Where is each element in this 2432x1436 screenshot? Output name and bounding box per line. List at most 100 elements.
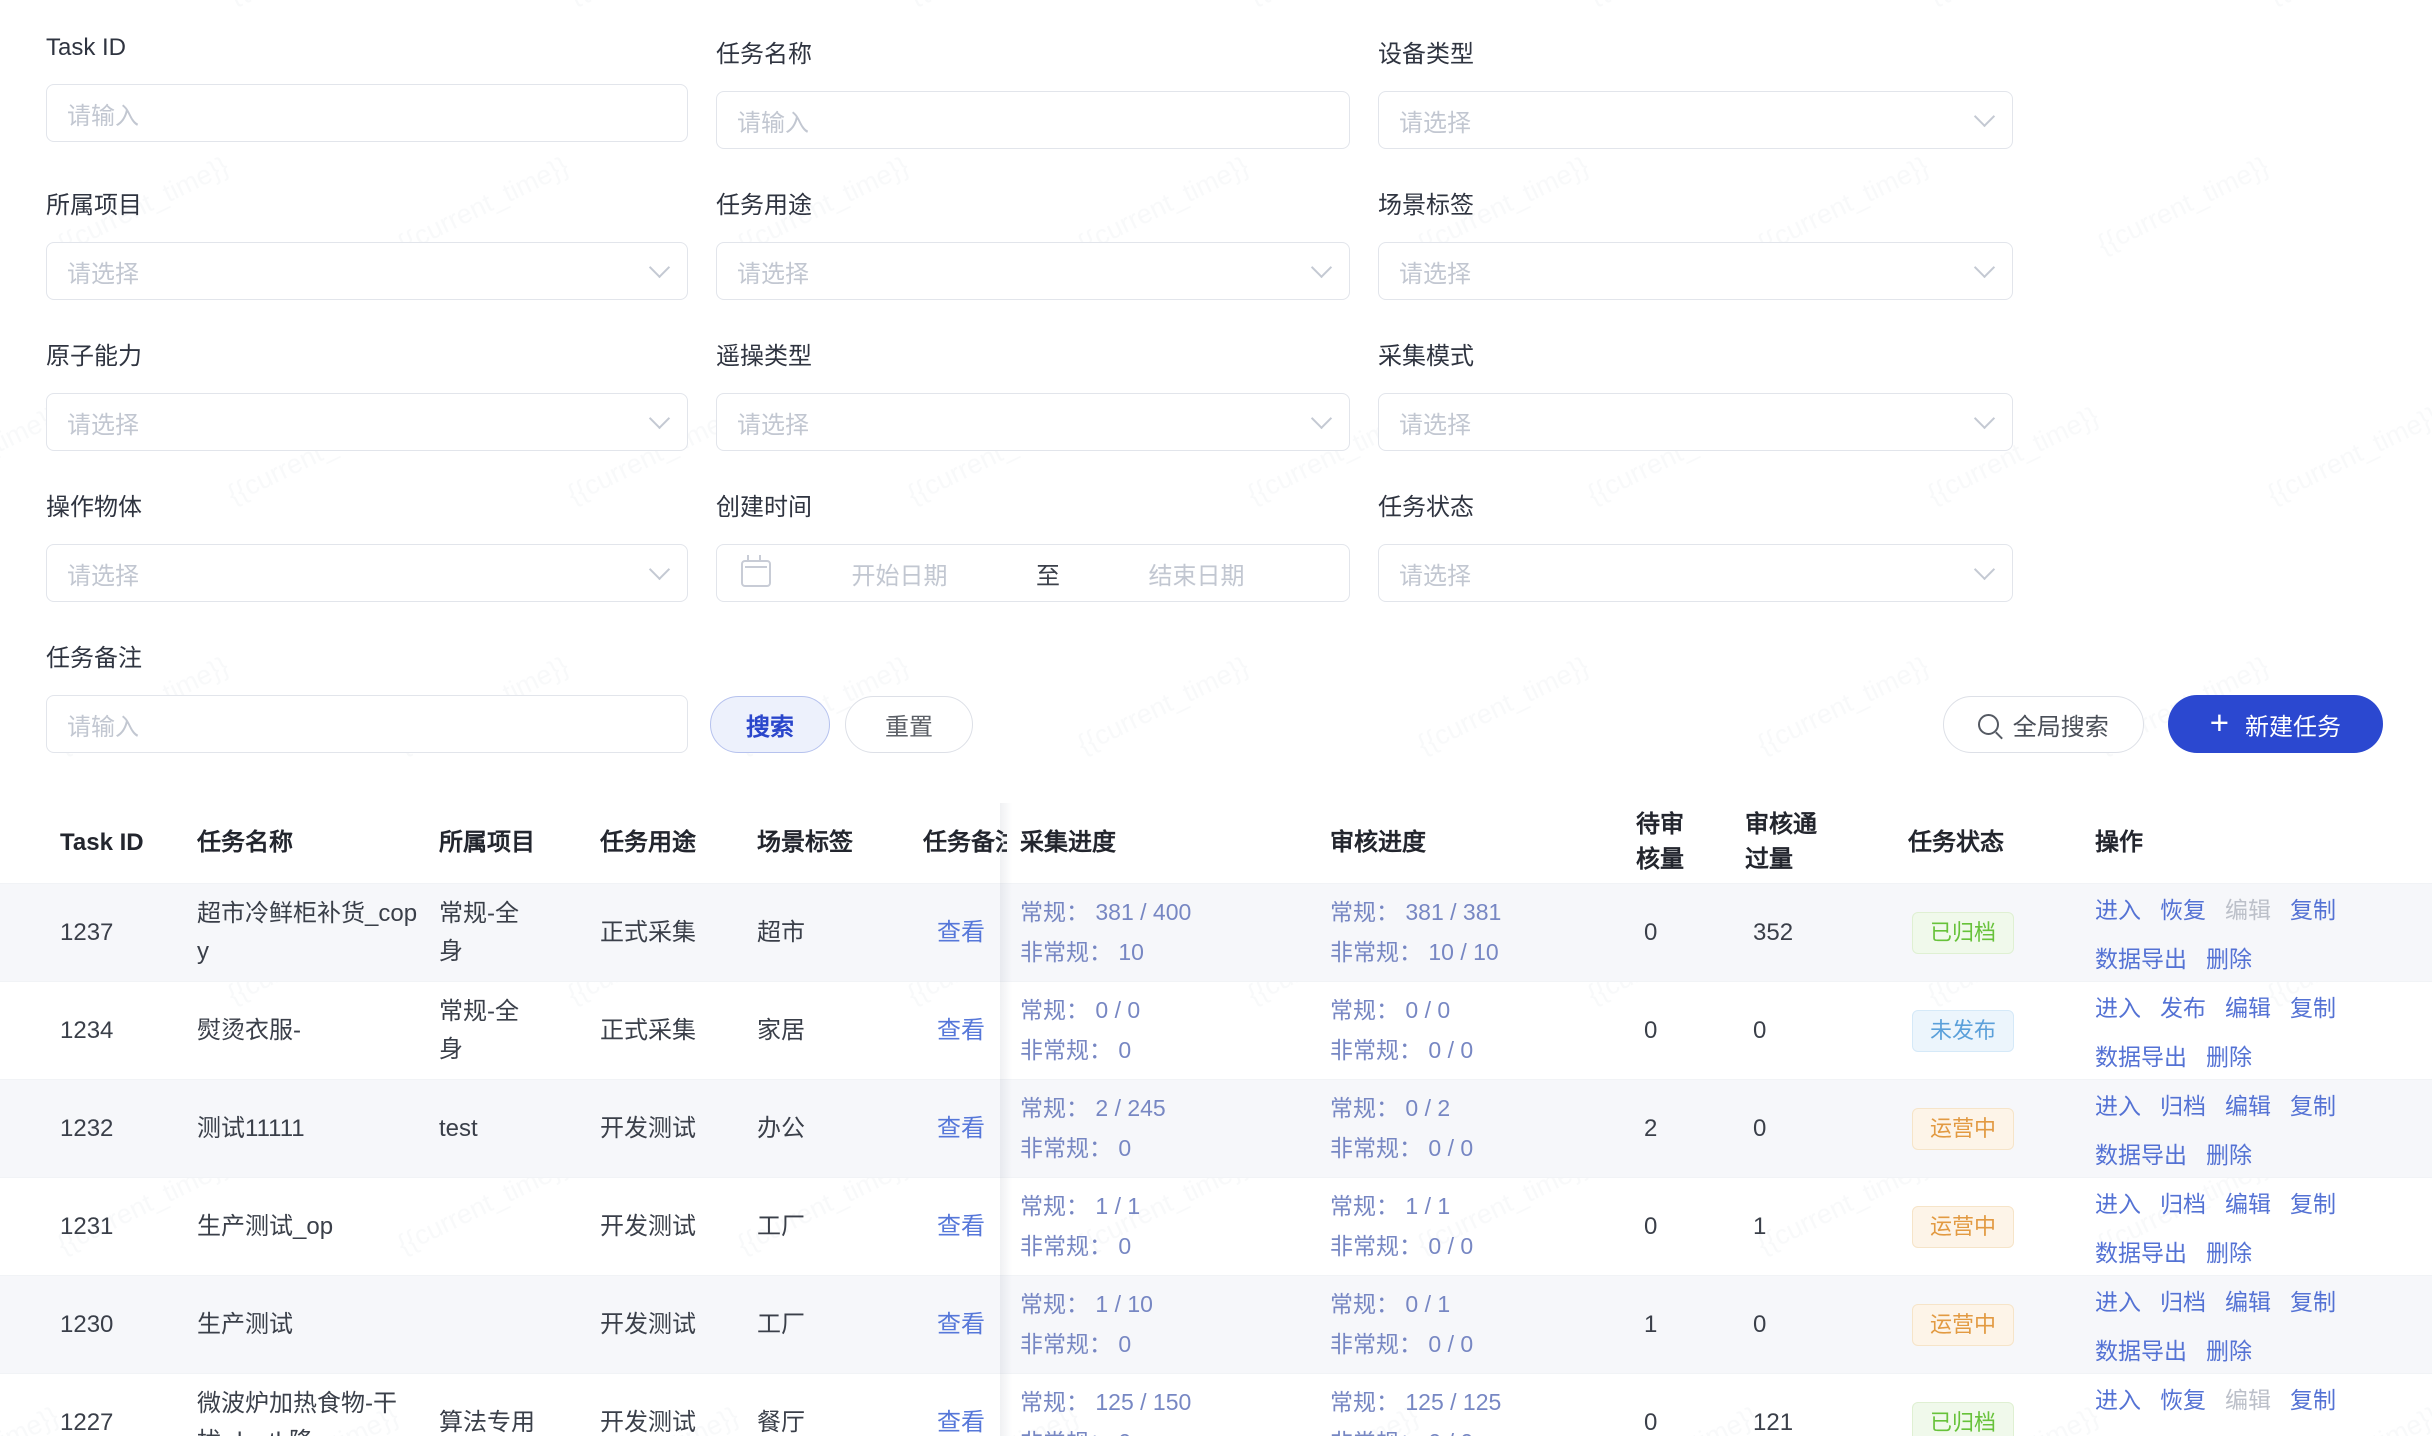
filter-field-task-name: 任务名称 请输入 bbox=[716, 34, 1350, 149]
action-link[interactable]: 删除 bbox=[2206, 1044, 2252, 1070]
cell-task-remark: 查看 bbox=[905, 1208, 1020, 1245]
action-link[interactable]: 删除 bbox=[2206, 1240, 2252, 1266]
select-placeholder: 请选择 bbox=[1399, 411, 1471, 439]
input-task-name[interactable]: 请输入 bbox=[716, 91, 1350, 149]
input-task-id[interactable]: 请输入 bbox=[46, 84, 688, 142]
view-remark-link[interactable]: 查看 bbox=[937, 1310, 985, 1338]
review-irregular: 非常规： 0 / 0 bbox=[1330, 1232, 1474, 1259]
input-task-remark[interactable]: 请输入 bbox=[46, 695, 688, 753]
action-link[interactable]: 归档 bbox=[2160, 1289, 2206, 1315]
action-link[interactable]: 删除 bbox=[2206, 946, 2252, 972]
action-link[interactable]: 发布 bbox=[2160, 995, 2206, 1021]
action-link[interactable]: 进入 bbox=[2095, 1289, 2141, 1315]
action-link[interactable]: 编辑 bbox=[2225, 995, 2271, 1021]
action-link[interactable]: 删除 bbox=[2206, 1338, 2252, 1364]
select-operation-object[interactable]: 请选择 bbox=[46, 544, 688, 602]
select-scene-tag[interactable]: 请选择 bbox=[1378, 242, 2013, 300]
action-link[interactable]: 复制 bbox=[2290, 1289, 2336, 1315]
select-atomic-capability[interactable]: 请选择 bbox=[46, 393, 688, 451]
select-placeholder: 请选择 bbox=[67, 260, 139, 288]
cell-task-id: 1232 bbox=[60, 1114, 114, 1142]
chevron-down-icon bbox=[1973, 558, 1996, 581]
task-table: Task ID 任务名称 所属项目 任务用途 场景标签 任务备注 采集进度 审核… bbox=[0, 803, 2432, 1436]
action-link[interactable]: 归档 bbox=[2160, 1093, 2206, 1119]
action-link[interactable]: 删除 bbox=[2206, 1430, 2252, 1436]
cell-project: 常规-全身 bbox=[439, 900, 519, 965]
cell-task-name: 微波炉加热食物-干扰-depth降... bbox=[197, 1390, 397, 1436]
action-link[interactable]: 数据导出 bbox=[2095, 1240, 2187, 1266]
action-link[interactable]: 恢复 bbox=[2160, 897, 2206, 923]
cell-scene-tag: 餐厅 bbox=[757, 1408, 805, 1436]
filter-label-teleop-type: 遥操类型 bbox=[716, 343, 812, 370]
select-placeholder: 请选择 bbox=[737, 411, 809, 439]
cell-task-id: 1230 bbox=[60, 1310, 114, 1338]
action-link[interactable]: 复制 bbox=[2290, 1093, 2336, 1119]
select-collect-mode[interactable]: 请选择 bbox=[1378, 393, 2013, 451]
collect-regular: 常规： 2 / 245 bbox=[1020, 1095, 1166, 1122]
action-link[interactable]: 恢复 bbox=[2160, 1387, 2206, 1413]
select-teleop-type[interactable]: 请选择 bbox=[716, 393, 1350, 451]
view-remark-link[interactable]: 查看 bbox=[937, 1408, 985, 1436]
review-regular: 常规： 0 / 1 bbox=[1330, 1291, 1451, 1318]
task-remark-slot: 任务备注 请输入 bbox=[46, 638, 688, 753]
select-placeholder: 请选择 bbox=[737, 260, 809, 288]
action-link[interactable]: 数据导出 bbox=[2095, 1142, 2187, 1168]
action-link[interactable]: 进入 bbox=[2095, 995, 2141, 1021]
action-link[interactable]: 复制 bbox=[2290, 995, 2336, 1021]
action-link[interactable]: 进入 bbox=[2095, 1093, 2141, 1119]
select-placeholder: 请选择 bbox=[67, 411, 139, 439]
action-link[interactable]: 编辑 bbox=[2225, 1191, 2271, 1217]
cell-actions: 进入 归档 编辑 复制数据导出 删除 bbox=[2095, 1087, 2372, 1170]
chevron-down-icon bbox=[1973, 105, 1996, 128]
chevron-down-icon bbox=[648, 256, 671, 279]
select-task-purpose[interactable]: 请选择 bbox=[716, 242, 1350, 300]
cell-task-status: 已归档 bbox=[1908, 911, 2095, 954]
action-link[interactable]: 进入 bbox=[2095, 1387, 2141, 1413]
action-link[interactable]: 数据导出 bbox=[2095, 946, 2187, 972]
status-badge: 未发布 bbox=[1912, 1009, 2015, 1052]
cell-collect-progress: 常规： 125 / 150 非常规： 0 bbox=[1020, 1383, 1330, 1436]
cell-review-progress: 常规： 0 / 2 非常规： 0 / 0 bbox=[1330, 1089, 1636, 1167]
search-button[interactable]: 搜索 bbox=[710, 696, 830, 753]
review-regular: 常规： 125 / 125 bbox=[1330, 1389, 1502, 1416]
action-link[interactable]: 数据导出 bbox=[2095, 1044, 2187, 1070]
cell-task-id: 1227 bbox=[60, 1408, 114, 1436]
action-link[interactable]: 复制 bbox=[2290, 1387, 2336, 1413]
cell-purpose: 正式采集 bbox=[600, 1016, 696, 1044]
review-regular: 常规： 1 / 1 bbox=[1330, 1193, 1451, 1220]
global-search-button[interactable]: 全局搜索 bbox=[1942, 696, 2144, 753]
select-task-status[interactable]: 请选择 bbox=[1378, 544, 2013, 602]
action-link[interactable]: 进入 bbox=[2095, 897, 2141, 923]
action-link[interactable]: 复制 bbox=[2290, 897, 2336, 923]
select-placeholder: 请选择 bbox=[1399, 109, 1471, 137]
chevron-down-icon bbox=[1310, 256, 1333, 279]
cell-collect-progress: 常规： 381 / 400 非常规： 10 bbox=[1020, 893, 1330, 971]
cell-task-remark: 查看 bbox=[905, 1306, 1020, 1343]
reset-button[interactable]: 重置 bbox=[845, 696, 973, 753]
filter-panel: Task ID 请输入 任务名称 请输入 设备类型 请选择 所属项目 请选择 任务用途 请选择 场景… bbox=[0, 0, 2432, 753]
action-link[interactable]: 归档 bbox=[2160, 1191, 2206, 1217]
view-remark-link[interactable]: 查看 bbox=[937, 918, 985, 946]
action-link[interactable]: 数据导出 bbox=[2095, 1430, 2187, 1436]
daterange-create-time[interactable]: 开始日期 至 结束日期 bbox=[716, 544, 1350, 602]
new-task-button[interactable]: + 新建任务 bbox=[2167, 695, 2383, 753]
action-link[interactable]: 编辑 bbox=[2225, 1093, 2271, 1119]
action-link[interactable]: 进入 bbox=[2095, 1191, 2141, 1217]
action-link: 编辑 bbox=[2225, 897, 2271, 923]
action-link[interactable]: 复制 bbox=[2290, 1191, 2336, 1217]
select-device-type[interactable]: 请选择 bbox=[1378, 91, 2013, 149]
action-link[interactable]: 数据导出 bbox=[2095, 1338, 2187, 1364]
view-remark-link[interactable]: 查看 bbox=[937, 1016, 985, 1044]
view-remark-link[interactable]: 查看 bbox=[937, 1114, 985, 1142]
action-link[interactable]: 编辑 bbox=[2225, 1289, 2271, 1315]
cell-scene-tag: 超市 bbox=[757, 918, 805, 946]
select-project[interactable]: 请选择 bbox=[46, 242, 688, 300]
view-remark-link[interactable]: 查看 bbox=[937, 1212, 985, 1240]
cell-pending-count: 0 bbox=[1644, 1016, 1658, 1044]
start-date-placeholder: 开始日期 bbox=[851, 562, 948, 590]
filter-field-task-remark: 任务备注 请输入 bbox=[46, 638, 688, 753]
cell-task-remark: 查看 bbox=[905, 1404, 1020, 1436]
action-link[interactable]: 删除 bbox=[2206, 1142, 2252, 1168]
cell-collect-progress: 常规： 1 / 10 非常规： 0 bbox=[1020, 1285, 1330, 1363]
